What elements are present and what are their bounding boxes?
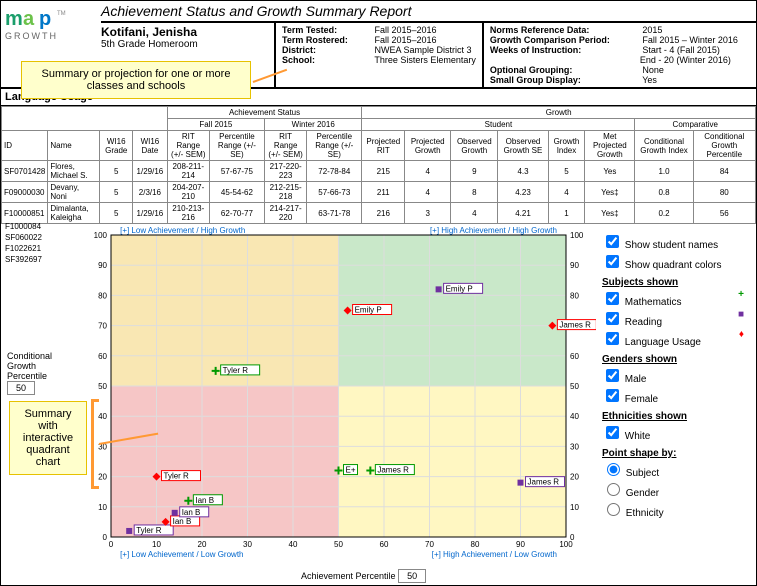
svg-text:60: 60 — [380, 540, 389, 549]
svg-text:E+: E+ — [346, 466, 356, 475]
svg-text:Emily P: Emily P — [355, 306, 382, 315]
svg-text:James R: James R — [377, 466, 409, 475]
svg-text:10: 10 — [152, 540, 161, 549]
svg-text:Ian B: Ian B — [173, 517, 192, 526]
svg-text:60: 60 — [98, 352, 107, 361]
meta-right: Norms Reference Data: 2015Growth Compari… — [484, 23, 744, 87]
quadrant-chart: 0001010102020203030304040405050506060607… — [71, 221, 596, 565]
svg-text:80: 80 — [471, 540, 480, 549]
svg-text:[+] Low Achievement / Low Grow: [+] Low Achievement / Low Growth — [120, 550, 243, 559]
svg-text:Ian B: Ian B — [182, 508, 201, 517]
radio-shape[interactable]: Gender — [602, 480, 752, 499]
svg-text:50: 50 — [98, 382, 107, 391]
svg-text:80: 80 — [570, 291, 579, 300]
svg-text:p: p — [39, 8, 51, 30]
checkbox-show-colors[interactable]: Show quadrant colors — [602, 252, 752, 271]
svg-text:Tyler R: Tyler R — [136, 526, 162, 535]
svg-text:100: 100 — [94, 231, 108, 240]
extra-ids: F1000084SF060022F1022621SF392697 — [5, 221, 42, 265]
svg-text:m: m — [5, 8, 23, 30]
genders-title: Genders shown — [602, 354, 752, 365]
svg-text:100: 100 — [570, 231, 584, 240]
svg-text:Emily P: Emily P — [446, 284, 473, 293]
svg-text:20: 20 — [98, 473, 107, 482]
svg-text:10: 10 — [98, 503, 107, 512]
x-axis-title: Achievement Percentile — [301, 569, 426, 583]
svg-text:30: 30 — [243, 540, 252, 549]
svg-text:90: 90 — [98, 261, 107, 270]
radio-shape[interactable]: Subject — [602, 460, 752, 479]
svg-text:[+] High Achievement / Low Gro: [+] High Achievement / Low Growth — [432, 550, 557, 559]
y-percentile-input[interactable] — [7, 381, 35, 395]
class-name: 5th Grade Homeroom — [101, 39, 274, 50]
chart-sidebar: Show student names Show quadrant colors … — [602, 231, 752, 520]
svg-text:40: 40 — [570, 412, 579, 421]
svg-text:James R: James R — [528, 478, 560, 487]
svg-text:Tyler R: Tyler R — [223, 366, 249, 375]
subjects-title: Subjects shown — [602, 277, 752, 288]
svg-text:20: 20 — [570, 473, 579, 482]
checkbox-gender[interactable]: Female — [602, 386, 752, 405]
svg-text:40: 40 — [289, 540, 298, 549]
svg-text:30: 30 — [570, 442, 579, 451]
radio-shape[interactable]: Ethnicity — [602, 500, 752, 519]
teacher-name: Kotifani, Jenisha — [101, 25, 274, 39]
svg-text:10: 10 — [570, 503, 579, 512]
data-table: Achievement StatusGrowthFall 2015Winter … — [1, 106, 756, 224]
svg-text:GROWTH: GROWTH — [5, 31, 58, 41]
svg-text:TM: TM — [57, 11, 66, 17]
svg-text:20: 20 — [198, 540, 207, 549]
checkbox-eth[interactable]: White — [602, 423, 752, 442]
svg-text:Tyler R: Tyler R — [164, 472, 190, 481]
svg-text:[+] Low Achievement / High Gro: [+] Low Achievement / High Growth — [120, 226, 245, 235]
checkbox-subject[interactable]: Mathematics + — [602, 289, 752, 308]
checkbox-gender[interactable]: Male — [602, 366, 752, 385]
svg-text:100: 100 — [559, 540, 573, 549]
shape-title: Point shape by: — [602, 448, 752, 459]
svg-text:60: 60 — [570, 352, 579, 361]
checkbox-subject[interactable]: Language Usage ♦ — [602, 329, 752, 348]
meta-mid: Term Tested: Fall 2015–2016Term Rostered… — [276, 23, 484, 87]
svg-text:80: 80 — [98, 291, 107, 300]
svg-text:70: 70 — [98, 322, 107, 331]
svg-text:50: 50 — [570, 382, 579, 391]
svg-text:[+] High Achievement / High Gr: [+] High Achievement / High Growth — [430, 226, 557, 235]
y-axis-title: Conditional Growth Percentile — [7, 351, 67, 395]
svg-text:40: 40 — [98, 412, 107, 421]
svg-text:Ian B: Ian B — [195, 496, 214, 505]
eth-title: Ethnicities shown — [602, 411, 752, 422]
callout-summary: Summary or projection for one or more cl… — [21, 61, 251, 99]
svg-text:0: 0 — [109, 540, 114, 549]
checkbox-show-names[interactable]: Show student names — [602, 232, 752, 251]
svg-text:a: a — [23, 8, 35, 30]
svg-text:James R: James R — [559, 321, 591, 330]
svg-text:70: 70 — [425, 540, 434, 549]
report-title: Achievement Status and Growth Summary Re… — [101, 1, 756, 23]
svg-text:0: 0 — [103, 533, 108, 542]
x-percentile-input[interactable] — [398, 569, 426, 583]
callout-chart: Summary with interactive quadrant chart — [9, 401, 87, 475]
svg-text:50: 50 — [334, 540, 343, 549]
checkbox-subject[interactable]: Reading ■ — [602, 309, 752, 328]
svg-text:90: 90 — [516, 540, 525, 549]
svg-text:90: 90 — [570, 261, 579, 270]
callout2-bracket — [91, 399, 99, 489]
